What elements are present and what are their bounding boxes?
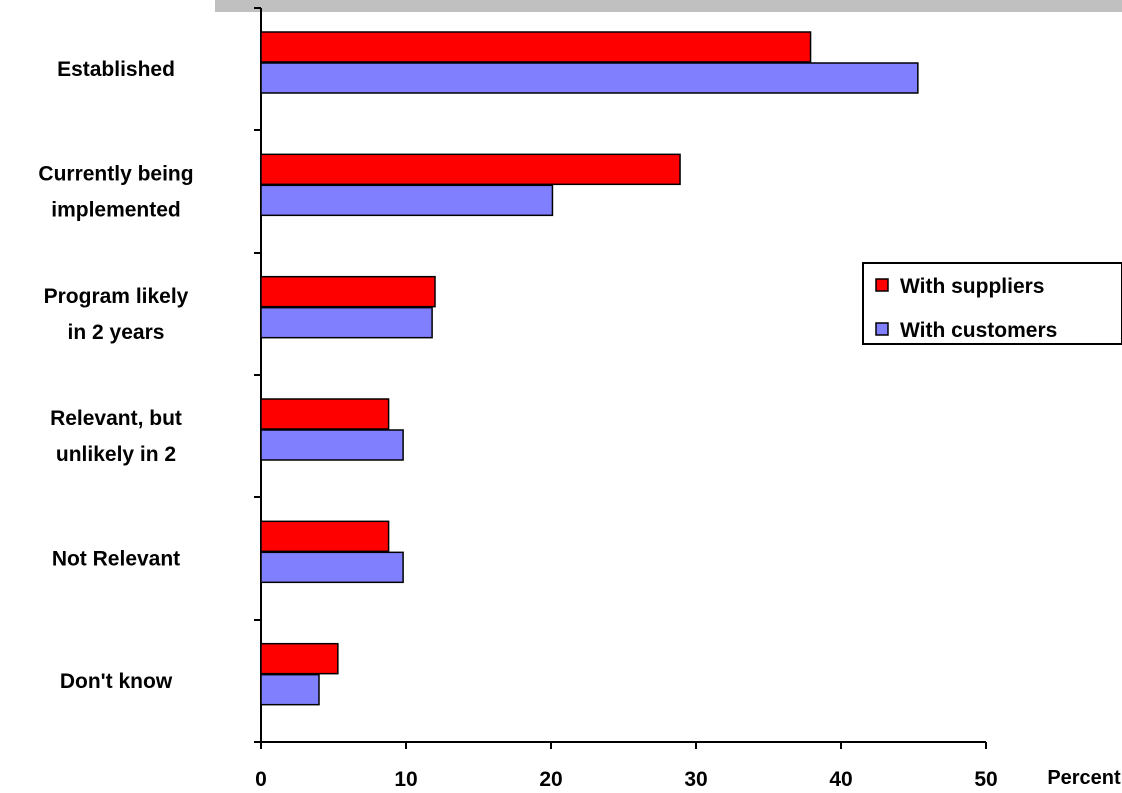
- category-label: Currently being: [38, 163, 193, 186]
- bar-suppliers: [260, 642, 339, 675]
- x-axis-title: Percent: [1047, 767, 1121, 789]
- top-band: [215, 0, 1122, 12]
- bar-suppliers: [260, 153, 681, 186]
- x-tick-label: 50: [974, 768, 997, 791]
- bar-customers: [260, 306, 433, 339]
- category-label: Relevant, but: [50, 407, 182, 430]
- category-label: Established: [57, 58, 175, 81]
- category-label: Not Relevant: [52, 548, 180, 571]
- bar-customers: [260, 62, 919, 94]
- x-tick-label: 10: [394, 768, 417, 791]
- x-tick-label: 30: [684, 768, 707, 791]
- category-label: in 2 years: [68, 321, 165, 344]
- x-tick-label: 20: [539, 768, 562, 791]
- legend-box: [862, 262, 1122, 345]
- bar-customers: [260, 551, 404, 584]
- bar-suppliers: [260, 520, 390, 553]
- bar-customers: [260, 673, 320, 706]
- bar-customers: [260, 184, 554, 217]
- legend-swatch-suppliers: [875, 278, 889, 292]
- bar-suppliers: [260, 398, 390, 430]
- bar-customers: [260, 429, 404, 461]
- bar-suppliers: [260, 275, 436, 308]
- legend-swatch-customers: [875, 322, 889, 336]
- x-tick-label: 0: [255, 768, 267, 791]
- legend-label-suppliers: With suppliers: [900, 275, 1045, 298]
- legend-label-customers: With customers: [900, 319, 1057, 342]
- x-tick-label: 40: [829, 768, 852, 791]
- category-label: Don't know: [60, 670, 173, 693]
- category-label: Program likely: [44, 285, 189, 308]
- bar-suppliers: [260, 31, 812, 63]
- category-label: unlikely in 2: [56, 443, 176, 466]
- category-label: implemented: [51, 199, 181, 222]
